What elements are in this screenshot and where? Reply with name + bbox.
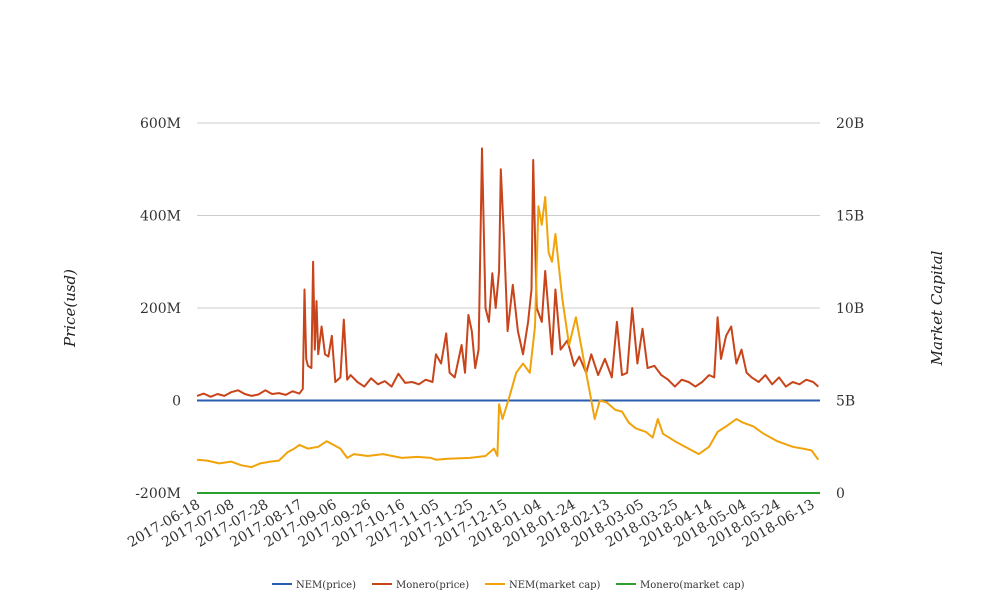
right-axis-ticks: 0 5B 10B 15B 20B [836, 116, 864, 502]
y2-tick-label: 20B [836, 116, 864, 132]
series-lines [196, 147, 820, 494]
y-tick-label: 400M [140, 209, 181, 225]
x-axis-ticks: 2017-06-182017-07-082017-07-282017-08-17… [125, 497, 817, 551]
y2-tick-label: 0 [836, 486, 845, 502]
series-line-nem-market-cap [196, 196, 820, 469]
legend-label: NEM(market cap) [509, 580, 601, 591]
legend-label: NEM(price) [296, 580, 356, 591]
legend-label: Monero(market cap) [640, 580, 745, 591]
y-tick-label: 200M [140, 301, 181, 317]
y-axis-title: Price(usd) [61, 269, 79, 348]
series-line-monero-price [196, 147, 819, 398]
left-axis-ticks: -200M 0 200M 400M 600M [135, 116, 181, 502]
legend-label: Monero(price) [396, 580, 469, 591]
y-tick-label: 600M [140, 116, 181, 132]
y2-tick-label: 5B [836, 394, 855, 410]
y2-axis-title: Market Capital [928, 250, 946, 366]
y2-tick-label: 15B [836, 209, 864, 225]
legend: NEM(price) Monero(price) NEM(market cap) Mo… [272, 580, 745, 591]
y-tick-label: -200M [135, 486, 181, 502]
grid-lines [197, 122, 820, 494]
y2-tick-label: 10B [836, 301, 864, 317]
y-tick-label: 0 [172, 394, 181, 410]
